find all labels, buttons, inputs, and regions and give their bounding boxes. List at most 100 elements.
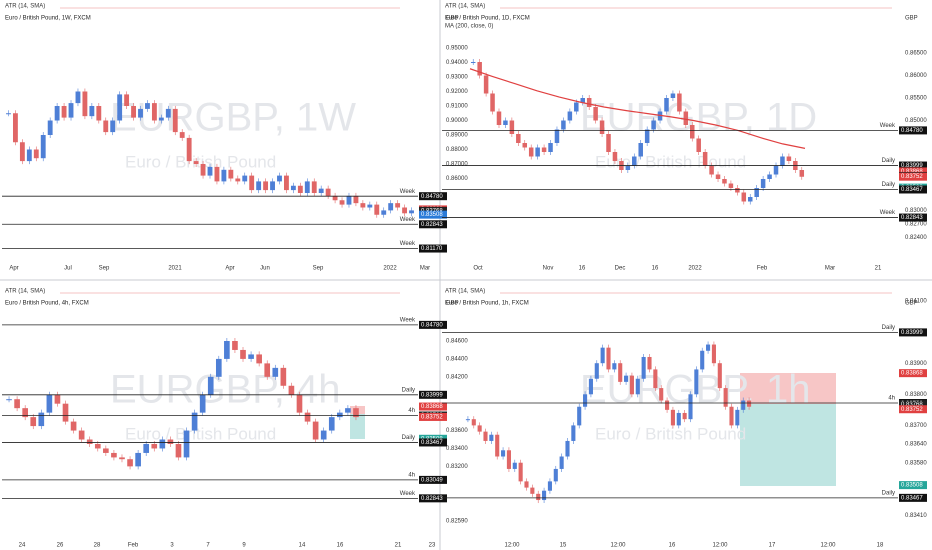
candle (46, 394, 53, 413)
price-label: 0.83752 (419, 412, 447, 421)
candle (381, 210, 387, 215)
candle (374, 204, 380, 215)
candle (111, 452, 117, 458)
price-label-text: 0.84780 (901, 128, 923, 134)
price-tick-label: 0.82400 (905, 235, 927, 241)
level-tag: 4h (408, 408, 415, 414)
price-tick-label: 0.83410 (905, 513, 927, 519)
price-label-text: 0.82843 (901, 215, 923, 221)
price-tick-label: 0.83600 (446, 428, 468, 434)
candle (345, 408, 351, 413)
price-label-box (899, 481, 927, 490)
price-label-box (419, 210, 447, 219)
candle (103, 448, 109, 453)
candle (135, 452, 141, 467)
candle (509, 120, 515, 134)
price-tick-label: 0.82700 (905, 222, 927, 228)
candle (12, 113, 18, 143)
price-tick-label: 0.89000 (446, 133, 468, 139)
price-label: 0.83049 (419, 475, 447, 484)
candle (402, 207, 408, 214)
candle (651, 120, 656, 130)
candle (696, 138, 701, 152)
candle (304, 412, 311, 422)
price-label-box (419, 192, 447, 201)
candle (754, 188, 759, 197)
time-label: 16 (337, 543, 344, 549)
candle (629, 375, 634, 395)
candle (145, 103, 150, 109)
candle (717, 363, 722, 389)
level-tag: Week (400, 217, 416, 223)
candle (68, 103, 74, 118)
price-tick-label: 0.83800 (905, 392, 927, 398)
price-label-box (419, 412, 447, 421)
indicator-label: ATR (14, SMA) (445, 289, 485, 295)
candle (612, 152, 618, 161)
candle (632, 156, 637, 166)
price-label: 0.83868 (419, 402, 447, 411)
candle (110, 120, 116, 133)
candle (496, 111, 502, 125)
price-tick-label: 0.86000 (905, 73, 927, 79)
candle (542, 490, 547, 501)
level-tag: 4h (408, 472, 415, 478)
candle (318, 188, 324, 193)
price-label-text: 0.83508 (901, 483, 923, 489)
symbol-watermark: EURGBP, 1D (580, 96, 817, 140)
price-label: 0.82843 (419, 220, 447, 229)
candle (159, 439, 166, 449)
time-label: 28 (94, 543, 101, 549)
time-label: 12:00 (712, 543, 728, 549)
candle (78, 430, 85, 440)
level-tag: Week (400, 491, 416, 497)
candle (143, 443, 150, 453)
time-label: Feb (128, 543, 139, 549)
level-tag: Week (400, 241, 416, 247)
price-label-box (899, 405, 927, 414)
candle (264, 363, 271, 377)
candle (388, 203, 394, 211)
price-label-box (899, 400, 927, 409)
candle (290, 185, 296, 191)
price-tick-label: 0.95000 (446, 46, 468, 52)
candle (339, 200, 345, 205)
level-tag: Week (880, 123, 896, 129)
candle (75, 91, 81, 104)
candle (242, 175, 248, 182)
candle (471, 419, 476, 426)
candle (571, 425, 576, 441)
time-label: 9 (242, 543, 246, 549)
candle (659, 388, 664, 401)
time-label: Sep (313, 266, 324, 272)
candle (465, 419, 470, 421)
price-label-box (419, 244, 447, 253)
candle (311, 181, 317, 193)
price-label: 0.83467 (899, 185, 927, 194)
candle (172, 108, 178, 133)
time-label: 18 (877, 543, 884, 549)
candle (346, 195, 352, 205)
price-label-box (899, 185, 927, 194)
price-tick-label: 0.88000 (446, 147, 468, 153)
candle (528, 147, 534, 157)
candle (191, 412, 198, 431)
candle (561, 120, 566, 130)
candle (6, 113, 11, 115)
price-label: 0.83508 (419, 210, 447, 219)
symbol-watermark: EURGBP, 1W (110, 96, 356, 140)
candle (506, 450, 511, 469)
candle (728, 183, 734, 188)
candle (536, 493, 541, 501)
candle (688, 394, 693, 420)
candle (683, 111, 689, 125)
price-label: 0.83467 (899, 493, 927, 502)
time-label: 2021 (168, 266, 182, 272)
target-zone (350, 414, 365, 439)
candle (235, 178, 241, 182)
price-label: 0.84780 (419, 192, 447, 201)
candle (670, 93, 676, 98)
candle (477, 62, 482, 76)
price-tick-label: 0.92000 (446, 89, 468, 95)
candle (512, 462, 517, 469)
